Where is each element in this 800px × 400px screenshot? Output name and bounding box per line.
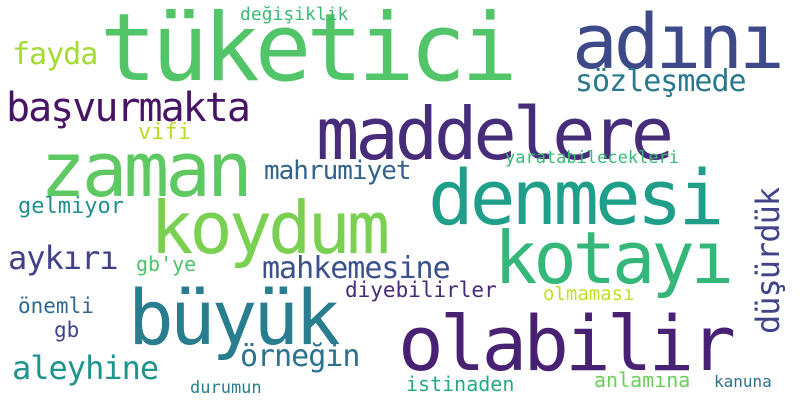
word-olabilir: olabilir [398,299,736,388]
word-gb: gb [54,318,80,342]
word-basvurmakta: başvurmakta [6,85,251,131]
word-degisiklik: değişiklik [240,4,349,25]
word-buyuk: büyük [128,273,341,362]
word-fayda: fayda [12,37,98,72]
word-vifi: vifi [138,120,191,145]
word-gelmiyor: gelmiyor [18,194,124,219]
word-zaman: zaman [40,125,253,214]
word-diyebilirler: diyebilirler [345,278,497,302]
word-ornegin: örneğin [240,339,360,374]
word-kanuna: kanuna [714,372,772,391]
word-sozlesmede: sözleşmede [575,64,747,99]
word-maddelere: maddelere [316,92,674,176]
word-istinaden: istinaden [406,372,515,396]
word-adini: adını [572,0,785,86]
word-yaratabilecekleri: yaratabilecekleri [505,148,679,168]
word-onemli: önemli [18,294,94,318]
word-aleyhine: aleyhine [12,349,159,387]
word-koydum: koydum [150,186,390,270]
word-durumun: durumun [190,378,262,398]
word-denmesi: denmesi [428,153,724,242]
word-mahkemesine: mahkemesine [262,251,451,286]
word-dusurduk: düşürdük [749,187,787,334]
word-gbye: gb'ye [136,252,197,276]
word-aykiri: aykırı [8,239,119,277]
word-anlamina: anlamına [594,368,691,392]
word-olmamasi: olmaması [543,283,635,305]
word-kotayi: kotayı [494,216,734,300]
word-tuketici: tüketici [100,0,518,103]
word-mahrumiyet: mahrumiyet [264,156,412,186]
